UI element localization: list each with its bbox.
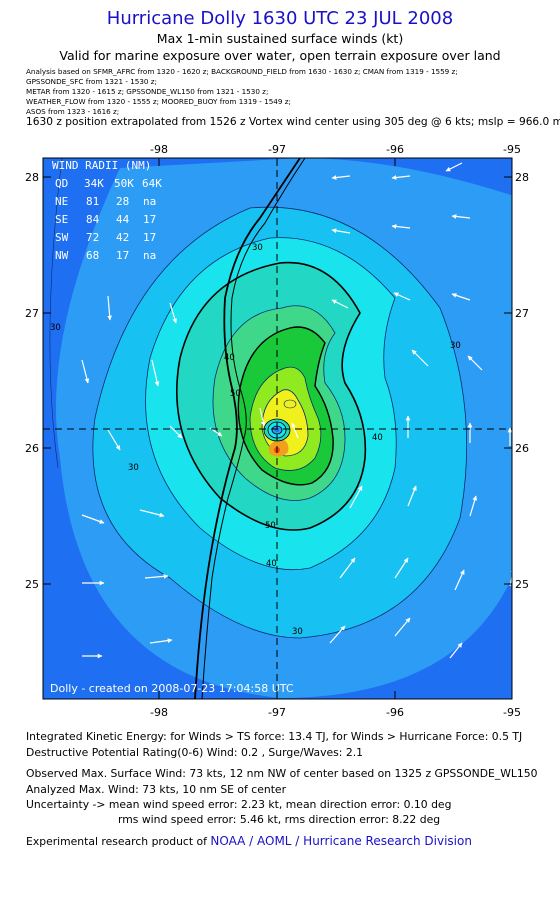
wind-radii-cell: 44 bbox=[116, 213, 130, 226]
wind-radii-cell: 72 bbox=[86, 231, 99, 244]
wind-radii-cell: 17 bbox=[116, 249, 129, 262]
contour-label: 30 bbox=[252, 243, 263, 253]
latitude-label: 28 bbox=[25, 171, 39, 184]
latitude-label: 28 bbox=[515, 171, 529, 184]
longitude-label: -95 bbox=[503, 143, 521, 156]
position-note: 1630 z position extrapolated from 1526 z… bbox=[26, 116, 560, 128]
contour-label: 30 bbox=[128, 463, 139, 473]
map-title: Hurricane Dolly 1630 UTC 23 JUL 2008 bbox=[106, 8, 454, 29]
wind-vectors bbox=[81, 162, 516, 659]
wind-radii-cell: 17 bbox=[143, 213, 156, 226]
wind-radii-header-64k: 64K bbox=[142, 177, 162, 190]
ike-line: Integrated Kinetic Energy: for Winds > T… bbox=[26, 730, 523, 743]
longitude-label: -95 bbox=[503, 706, 521, 719]
latitude-label: 27 bbox=[25, 307, 39, 320]
validity-note: Valid for marine exposure over water, op… bbox=[59, 48, 501, 63]
axis-ticks bbox=[43, 158, 513, 699]
contour-label: 50 bbox=[230, 389, 241, 399]
latitude-label: 25 bbox=[25, 578, 39, 591]
contour-label: 40 bbox=[266, 559, 277, 569]
wind-radii-cell: na bbox=[143, 195, 156, 208]
wind-radii-header-quadrant: QD bbox=[55, 177, 68, 190]
source-line: GPSSONDE_SFC from 1321 - 1530 z; bbox=[26, 77, 157, 86]
latitude-labels-right: 28 27 26 25 bbox=[515, 171, 529, 591]
latitude-labels-left: 28 27 26 25 bbox=[25, 171, 39, 591]
dpr-line: Destructive Potential Rating(0-6) Wind: … bbox=[26, 746, 364, 759]
wind-radii-cell: 42 bbox=[116, 231, 129, 244]
source-line: WEATHER_FLOW from 1320 - 1555 z; MOORED_… bbox=[26, 97, 291, 106]
contour-label: 30 bbox=[292, 627, 303, 637]
latitude-label: 25 bbox=[515, 578, 529, 591]
contour-label: 40 bbox=[372, 433, 383, 443]
analyzed-max-line: Analyzed Max. Wind: 73 kts, 10 nm SE of … bbox=[26, 783, 287, 796]
credit-prefix: Experimental research product of bbox=[26, 835, 207, 848]
latitude-label: 26 bbox=[25, 442, 39, 455]
wind-radii-cell: 28 bbox=[116, 195, 129, 208]
contour-label: 50 bbox=[265, 521, 276, 531]
wind-radii-header-34k: 34K bbox=[84, 177, 104, 190]
source-line: METAR from 1320 - 1615 z; GPSSONDE_WL150… bbox=[26, 87, 269, 96]
contour-label: 30 bbox=[50, 323, 61, 333]
latitude-label: 27 bbox=[515, 307, 529, 320]
longitude-label: -97 bbox=[268, 143, 286, 156]
source-line: Analysis based on SFMR_AFRC from 1320 - … bbox=[26, 67, 458, 76]
credit-org-link[interactable]: NOAA / AOML / Hurricane Research Divisio… bbox=[210, 834, 472, 848]
wind-radii-cell: 81 bbox=[86, 195, 99, 208]
source-line: ASOS from 1323 - 1616 z; bbox=[26, 107, 120, 116]
observed-max-line: Observed Max. Surface Wind: 73 kts, 12 n… bbox=[26, 767, 538, 780]
contour-label: 40 bbox=[224, 353, 235, 363]
wind-radii-cell: 84 bbox=[86, 213, 100, 226]
contour-labels: 30 30 30 30 30 40 40 40 50 50 bbox=[50, 243, 461, 637]
wind-radii-cell: 17 bbox=[143, 231, 156, 244]
creation-note: Dolly - created on 2008-07-23 17:04:58 U… bbox=[50, 682, 294, 695]
uncertainty-rms-line: rms wind speed error: 5.46 kt, rms direc… bbox=[118, 813, 441, 826]
longitude-label: -98 bbox=[150, 143, 168, 156]
wind-radii-cell: SW bbox=[55, 231, 69, 244]
contour-label: 30 bbox=[450, 341, 461, 351]
wind-radii-cell: na bbox=[143, 249, 156, 262]
wind-radii-cell: NW bbox=[55, 249, 69, 262]
longitude-label: -98 bbox=[150, 706, 168, 719]
wind-radii-header-50k: 50K bbox=[114, 177, 134, 190]
longitude-labels-top: -98 -97 -96 -95 bbox=[150, 143, 521, 156]
uncertainty-line: Uncertainty -> mean wind speed error: 2.… bbox=[26, 798, 452, 811]
credit-line: Experimental research product of NOAA / … bbox=[26, 834, 472, 848]
wind-radii-table: WIND RADII (NM) QD 34K 50K 64K NE 81 28 … bbox=[52, 159, 162, 262]
longitude-label: -97 bbox=[268, 706, 286, 719]
wind-radii-cell: NE bbox=[55, 195, 68, 208]
wind-radii-cell: SE bbox=[55, 213, 68, 226]
longitude-label: -96 bbox=[386, 143, 404, 156]
wind-radii-cell: 68 bbox=[86, 249, 99, 262]
wind-field-map: 30 30 30 30 30 40 40 40 50 50 WIND RADII… bbox=[25, 143, 529, 719]
longitude-labels-bottom: -98 -97 -96 -95 bbox=[150, 706, 521, 719]
wind-radii-title: WIND RADII (NM) bbox=[52, 159, 151, 172]
latitude-label: 26 bbox=[515, 442, 529, 455]
longitude-label: -96 bbox=[386, 706, 404, 719]
map-subtitle: Max 1-min sustained surface winds (kt) bbox=[156, 31, 404, 46]
